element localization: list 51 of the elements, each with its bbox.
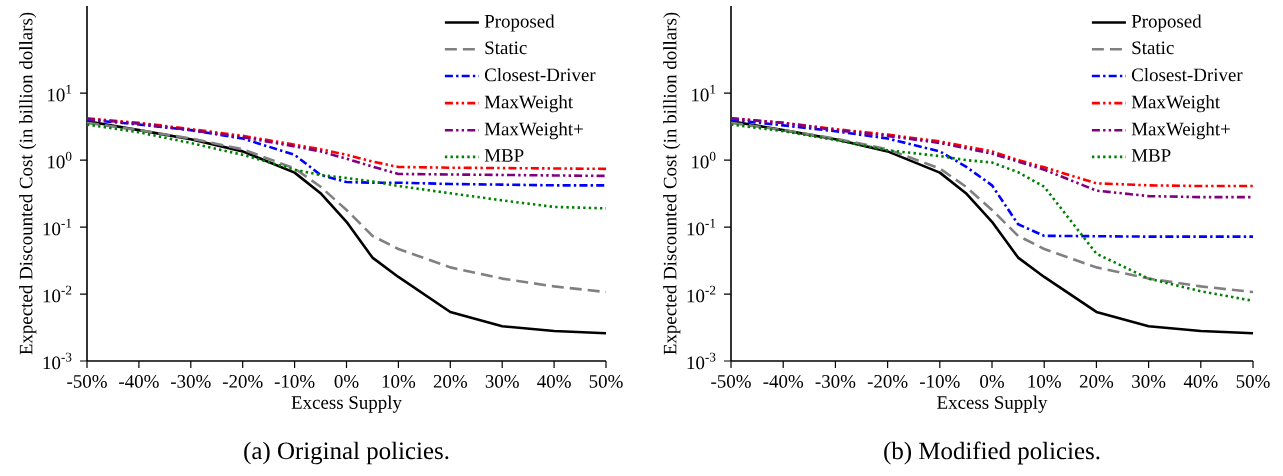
- x-tick-label: 30%: [485, 375, 519, 388]
- x-tick-label: -20%: [222, 375, 263, 388]
- text: (b) Modified policies.: [884, 441, 1100, 465]
- legend-label: Closest-Driver: [1131, 67, 1243, 82]
- x-tick-label: 30%: [1132, 375, 1166, 388]
- x-axis-title: Excess Supply: [937, 395, 1048, 413]
- legend-label: Proposed: [484, 14, 555, 32]
- x-tick-label: -30%: [815, 375, 856, 388]
- x-tick-label: -30%: [170, 375, 211, 388]
- line-series: [85, 121, 608, 294]
- x-axis-title: Excess Supply: [291, 395, 402, 413]
- y-tick-label: 10$^{1}$: [692, 84, 716, 102]
- legend-label: MBP: [484, 149, 524, 162]
- x-tick-label: 40%: [537, 375, 571, 388]
- legend-label: MBP: [1131, 149, 1171, 162]
- legend-label: MaxWeight: [1131, 95, 1221, 113]
- x-tick-label: 0%: [334, 375, 359, 388]
- y-tick-label: 10$^{-3}$: [43, 352, 72, 370]
- x-tick-label: -50%: [67, 375, 107, 388]
- legend-label: Static: [485, 41, 527, 55]
- y-axis-title: Expected Discounted Cost (in billion dollars): [663, 12, 681, 355]
- y-tick-label: 10$^{-1}$: [43, 218, 72, 236]
- y-tick-label: 10$^{1}$: [48, 84, 72, 102]
- legend-label: MaxWeight+: [1131, 122, 1230, 140]
- text: (a) Original policies.: [244, 441, 449, 465]
- x-tick-label: 50%: [1236, 375, 1270, 388]
- y-tick-label: 10$^{-3}$: [687, 352, 716, 370]
- x-tick-label: 10%: [1028, 375, 1061, 388]
- x-tick-label: -40%: [763, 375, 804, 388]
- y-tick-label: 10$^{0}$: [48, 151, 72, 169]
- x-tick-label: 40%: [1183, 375, 1218, 388]
- x-tick-label: -10%: [274, 375, 315, 388]
- legend-label: Closest-Driver: [484, 67, 596, 82]
- x-tick-label: 20%: [433, 375, 467, 388]
- x-tick-label: -10%: [920, 375, 960, 388]
- y-tick-label: 10$^{-2}$: [687, 285, 716, 303]
- legend-label: Static: [1132, 41, 1174, 55]
- y-tick-label: 10$^{-1}$: [687, 218, 716, 236]
- y-tick-label: 10$^{0}$: [692, 151, 716, 169]
- x-tick-label: -20%: [867, 375, 908, 388]
- x-tick-label: -50%: [711, 375, 751, 388]
- y-axis-title: Expected Discounted Cost (in billion dollars): [19, 12, 37, 355]
- x-tick-label: 0%: [980, 375, 1004, 388]
- x-tick-label: 50%: [589, 375, 623, 388]
- x-tick-label: 10%: [382, 375, 416, 388]
- legend-label: Proposed: [1131, 14, 1202, 32]
- x-tick-label: -40%: [119, 375, 159, 388]
- legend-label: MaxWeight+: [484, 122, 583, 140]
- x-tick-label: 20%: [1079, 375, 1114, 388]
- y-tick-label: 10$^{-2}$: [43, 285, 72, 303]
- legend-label: MaxWeight: [484, 95, 573, 113]
